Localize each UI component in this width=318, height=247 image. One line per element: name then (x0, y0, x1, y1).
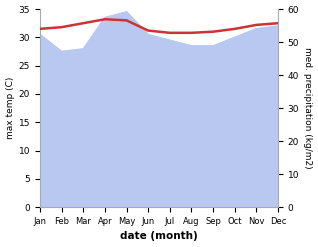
Y-axis label: med. precipitation (kg/m2): med. precipitation (kg/m2) (303, 47, 313, 169)
Y-axis label: max temp (C): max temp (C) (5, 77, 15, 139)
X-axis label: date (month): date (month) (120, 231, 198, 242)
